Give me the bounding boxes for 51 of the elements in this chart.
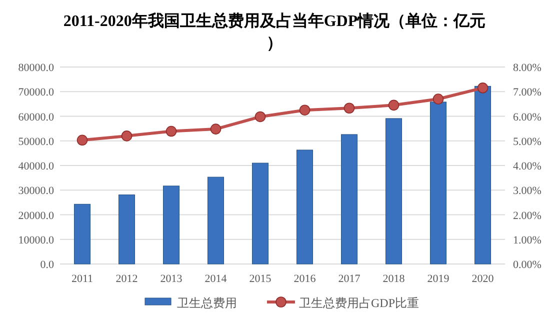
y-tick-label: 30000.0 bbox=[18, 185, 54, 198]
point bbox=[299, 104, 310, 116]
point bbox=[477, 82, 488, 94]
point bbox=[388, 100, 400, 111]
x-tick-label: 2014 bbox=[204, 273, 228, 285]
bar bbox=[208, 176, 224, 264]
y2-tick-label: 1.00% bbox=[513, 234, 542, 246]
y-tick-label: 80000.0 bbox=[18, 62, 54, 74]
y-tick-label: 40000.0 bbox=[18, 160, 54, 172]
y2-tick-label: 5.00% bbox=[513, 136, 542, 148]
y2-tick-label: 4.00% bbox=[513, 160, 542, 172]
x-tick-label: 2015 bbox=[249, 273, 272, 285]
y2-tick-label: 2.00% bbox=[513, 210, 542, 222]
x-tick-label: 2011 bbox=[71, 273, 94, 285]
bar bbox=[296, 150, 313, 264]
x-tick-label: 2012 bbox=[116, 273, 138, 285]
x-tick-label: 2019 bbox=[427, 273, 450, 285]
x-tick-label: 2017 bbox=[338, 273, 361, 285]
point bbox=[254, 111, 266, 122]
point bbox=[166, 126, 177, 137]
y2-tick-label: 3.00% bbox=[513, 185, 542, 198]
bar bbox=[118, 194, 135, 264]
y2-tick-label: 7.00% bbox=[513, 86, 542, 99]
point bbox=[121, 130, 132, 142]
point bbox=[432, 94, 444, 104]
bar bbox=[163, 186, 180, 264]
x-tick-label: 2020 bbox=[472, 273, 494, 285]
bar bbox=[74, 204, 90, 264]
x-tick-label: 2016 bbox=[294, 273, 316, 285]
point bbox=[76, 134, 88, 146]
y2-tick-label: 8.00% bbox=[513, 62, 542, 74]
point bbox=[344, 102, 355, 114]
point bbox=[210, 124, 222, 134]
legend-label: 卫生总费用 bbox=[177, 296, 237, 310]
y-tick-label: 20000.0 bbox=[18, 210, 54, 222]
y2-tick-label: 0.00% bbox=[513, 259, 542, 271]
x-tick-label: 2013 bbox=[160, 273, 183, 285]
y2-tick-label: 6.00% bbox=[513, 111, 542, 124]
bar bbox=[341, 134, 358, 264]
x-tick-label: 2018 bbox=[382, 273, 406, 285]
y-tick-label: 70000.0 bbox=[18, 86, 54, 99]
y-tick-label: 10000.0 bbox=[18, 234, 54, 246]
y-tick-label: 0.0 bbox=[40, 259, 54, 271]
legend-label: 卫生总费用占GDP比重 bbox=[299, 296, 420, 310]
bar bbox=[386, 118, 402, 264]
bar bbox=[430, 102, 446, 264]
bar bbox=[474, 86, 491, 264]
bar bbox=[252, 162, 268, 264]
chart-title: 2011-2020年我国卫生总费用及占当年GDP情况（单位：亿元） bbox=[63, 12, 486, 52]
y-tick-label: 50000.0 bbox=[18, 136, 54, 148]
y-tick-label: 60000.0 bbox=[18, 111, 54, 124]
